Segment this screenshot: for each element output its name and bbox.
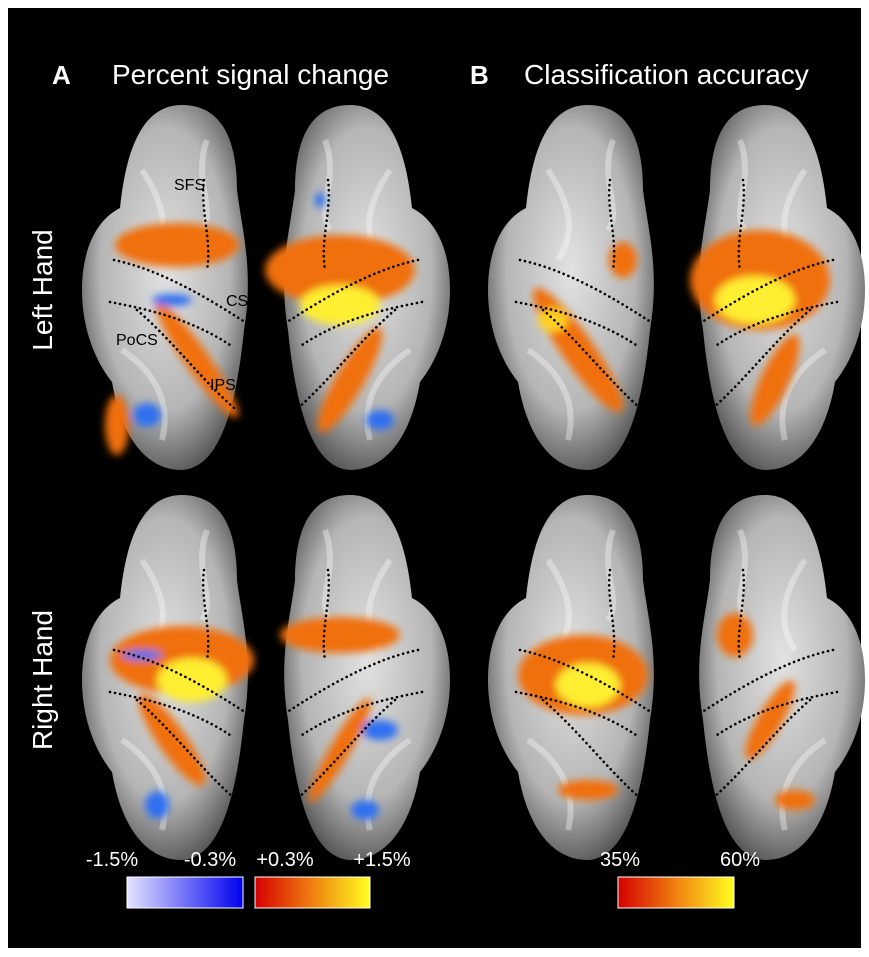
brain [488, 495, 668, 860]
colorbar-label: -0.3% [184, 849, 236, 871]
colorbar-label: -1.5% [86, 849, 138, 871]
panel-letter: A [52, 60, 71, 90]
brain [488, 105, 668, 470]
brain [685, 105, 865, 470]
panel-letter: B [470, 60, 489, 90]
colorbar-label: 60% [720, 849, 760, 871]
sulcus-label: CS [226, 293, 248, 310]
sulcus-label: PoCS [116, 332, 158, 349]
colorbar-label: +1.5% [353, 849, 410, 871]
brain [265, 105, 450, 470]
row-label: Right Hand [27, 610, 58, 750]
colorbar [126, 876, 244, 909]
colorbar-label: 35% [600, 849, 640, 871]
colorbar [254, 876, 371, 909]
brain [270, 495, 450, 860]
panel-title: Percent signal change [112, 59, 389, 90]
colorbar-label: +0.3% [256, 849, 313, 871]
sulcus-label: IPS [210, 377, 236, 394]
colorbar [617, 876, 735, 909]
brain [82, 105, 262, 470]
panel-title: Classification accuracy [524, 59, 809, 90]
row-label: Left Hand [27, 229, 58, 350]
sulcus-label: SFS [174, 177, 205, 194]
brain [82, 495, 262, 860]
brain [685, 495, 865, 860]
